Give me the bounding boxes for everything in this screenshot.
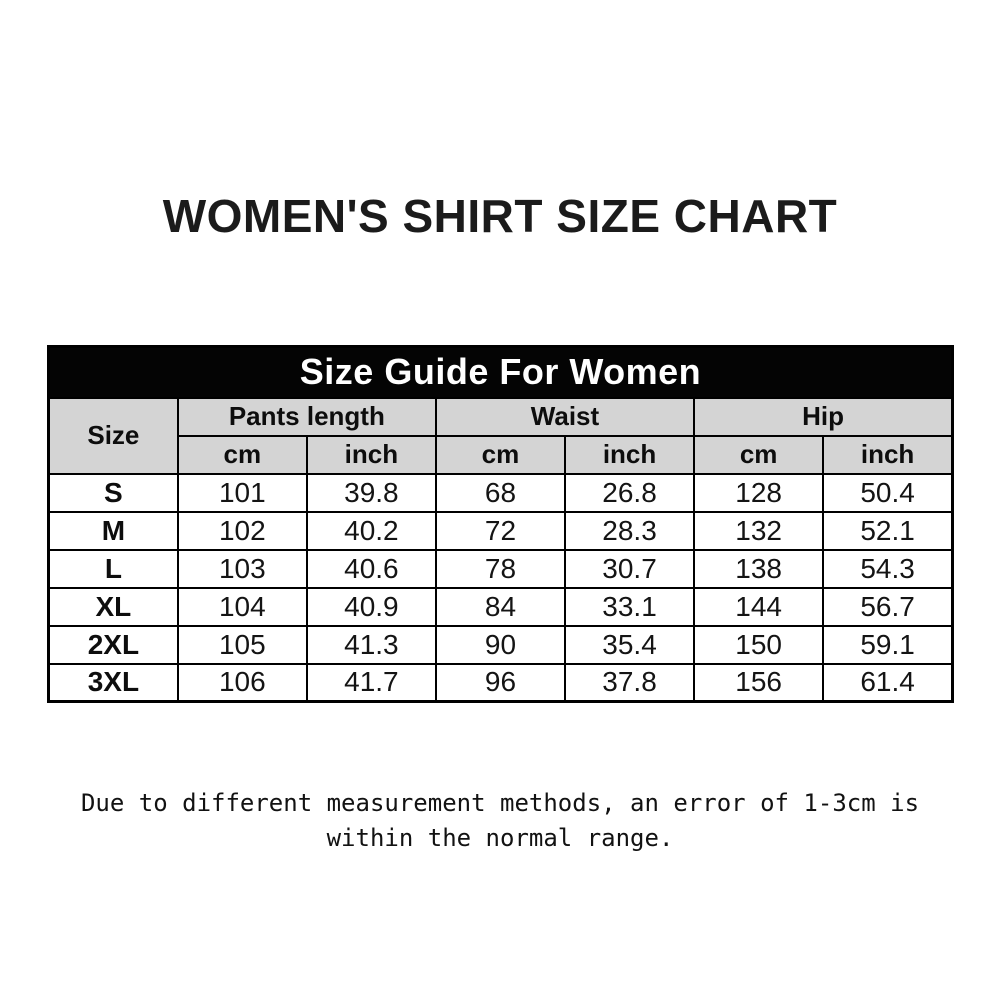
value-cell: 84 bbox=[434, 586, 567, 627]
size-label: S bbox=[47, 472, 179, 513]
table-row: 2XL 105 41.3 90 35.4 150 59.1 bbox=[47, 624, 954, 665]
value-cell: 96 bbox=[434, 662, 567, 703]
value-cell: 59.1 bbox=[822, 624, 954, 665]
value-cell: 35.4 bbox=[563, 624, 696, 665]
table-unit-header-row: cm inch cm inch cm inch bbox=[49, 434, 954, 475]
size-label: M bbox=[47, 510, 179, 551]
value-cell: 128 bbox=[693, 472, 825, 513]
unit-header-pants-cm: cm bbox=[176, 434, 308, 475]
value-cell: 52.1 bbox=[822, 510, 954, 551]
size-guide-table: Size Guide For Women Size Pants length W… bbox=[47, 345, 954, 703]
size-label: 3XL bbox=[47, 662, 179, 703]
unit-header-waist-cm: cm bbox=[434, 434, 567, 475]
value-cell: 50.4 bbox=[822, 472, 954, 513]
value-cell: 144 bbox=[693, 586, 825, 627]
unit-header-hip-inch: inch bbox=[822, 434, 954, 475]
size-label: XL bbox=[47, 586, 179, 627]
value-cell: 40.6 bbox=[305, 548, 437, 589]
table-row: XL 104 40.9 84 33.1 144 56.7 bbox=[47, 586, 954, 627]
unit-header-waist-inch: inch bbox=[563, 434, 696, 475]
value-cell: 105 bbox=[176, 624, 308, 665]
value-cell: 132 bbox=[693, 510, 825, 551]
value-cell: 102 bbox=[176, 510, 308, 551]
size-label: 2XL bbox=[47, 624, 179, 665]
unit-header-pants-inch: inch bbox=[305, 434, 437, 475]
value-cell: 150 bbox=[693, 624, 825, 665]
column-header-size: Size bbox=[47, 396, 179, 475]
value-cell: 41.7 bbox=[305, 662, 437, 703]
page-title: WOMEN'S SHIRT SIZE CHART bbox=[162, 190, 838, 242]
value-cell: 61.4 bbox=[822, 662, 954, 703]
value-cell: 26.8 bbox=[563, 472, 696, 513]
table-caption-row: Size Guide For Women bbox=[47, 345, 954, 399]
value-cell: 78 bbox=[434, 548, 567, 589]
table-row: S 101 39.8 68 26.8 128 50.4 bbox=[47, 472, 954, 513]
unit-header-hip-cm: cm bbox=[693, 434, 825, 475]
value-cell: 156 bbox=[693, 662, 825, 703]
value-cell: 37.8 bbox=[563, 662, 696, 703]
value-cell: 68 bbox=[434, 472, 567, 513]
value-cell: 41.3 bbox=[305, 624, 437, 665]
disclaimer-line-1: Due to different measurement methods, an… bbox=[80, 789, 920, 817]
value-cell: 30.7 bbox=[563, 548, 696, 589]
value-cell: 72 bbox=[434, 510, 567, 551]
size-label: L bbox=[47, 548, 179, 589]
value-cell: 106 bbox=[176, 662, 308, 703]
value-cell: 101 bbox=[176, 472, 308, 513]
table-row: L 103 40.6 78 30.7 138 54.3 bbox=[47, 548, 954, 589]
value-cell: 56.7 bbox=[822, 586, 954, 627]
measurement-disclaimer: Due to different measurement methods, an… bbox=[0, 786, 1000, 856]
size-guide-table-container: Size Guide For Women Size Pants length W… bbox=[47, 345, 954, 703]
table-row: 3XL 106 41.7 96 37.8 156 61.4 bbox=[47, 662, 954, 703]
value-cell: 39.8 bbox=[305, 472, 437, 513]
table-row: M 102 40.2 72 28.3 132 52.1 bbox=[47, 510, 954, 551]
value-cell: 138 bbox=[693, 548, 825, 589]
value-cell: 40.2 bbox=[305, 510, 437, 551]
column-group-waist: Waist bbox=[434, 396, 696, 437]
value-cell: 28.3 bbox=[563, 510, 696, 551]
disclaimer-line-2: within the normal range. bbox=[326, 824, 674, 852]
value-cell: 40.9 bbox=[305, 586, 437, 627]
table-caption: Size Guide For Women bbox=[47, 345, 954, 399]
value-cell: 33.1 bbox=[563, 586, 696, 627]
value-cell: 54.3 bbox=[822, 548, 954, 589]
table-group-header-row: Size Pants length Waist Hip bbox=[47, 396, 954, 475]
column-group-pants-length: Pants length bbox=[176, 396, 437, 437]
value-cell: 103 bbox=[176, 548, 308, 589]
value-cell: 104 bbox=[176, 586, 308, 627]
value-cell: 90 bbox=[434, 624, 567, 665]
column-group-hip: Hip bbox=[693, 396, 954, 437]
